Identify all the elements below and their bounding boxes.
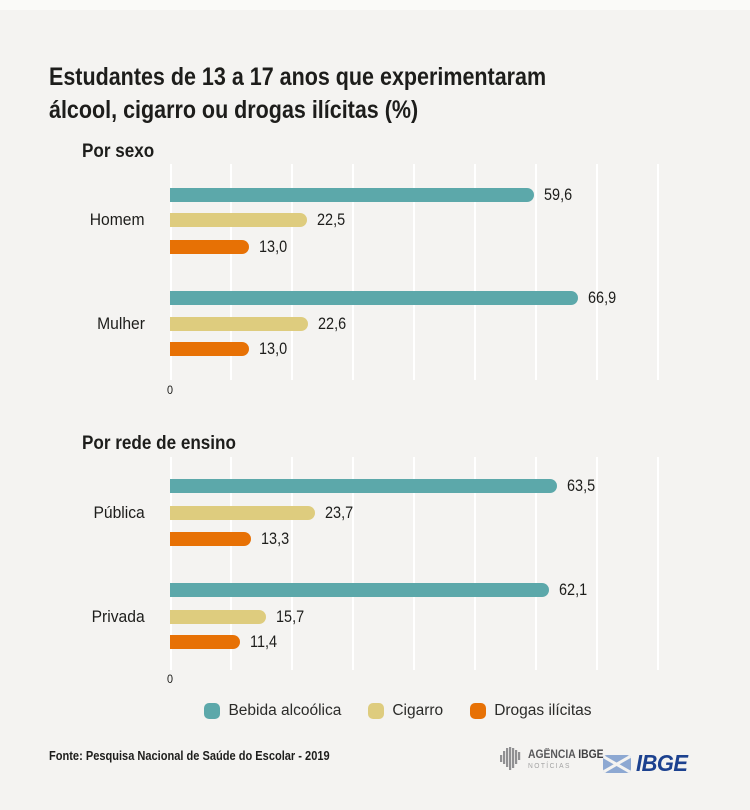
bar-bebida-alcoolica-privada xyxy=(170,583,549,597)
page-title-line2: álcool, cigarro ou drogas ilícitas (%) xyxy=(49,95,419,124)
gridline xyxy=(535,457,537,670)
legend-label: Bebida alcoólica xyxy=(228,702,342,719)
bar-drogas-ilicitas-homem xyxy=(170,240,249,254)
page-title-line1: Estudantes de 13 a 17 anos que experimen… xyxy=(49,62,547,91)
agencia-ibge-noticias-logo: AGÊNCIA IBGE NOTÍCIAS xyxy=(500,745,612,773)
gridline xyxy=(352,164,354,380)
value-label-drogas-ilicitas-publica: 13,3 xyxy=(261,529,290,548)
legend-item-drogas-ilicitas: Drogas ilícitas xyxy=(470,702,592,720)
gridline xyxy=(596,457,598,670)
gridline xyxy=(657,457,659,670)
axis-zero-label: 0 xyxy=(166,383,174,397)
value-label-bebida-alcoolica-mulher: 66,9 xyxy=(588,288,617,307)
gridline xyxy=(291,457,293,670)
value-label-drogas-ilicitas-privada: 11,4 xyxy=(250,632,278,651)
teal-swatch xyxy=(204,703,221,719)
gridline xyxy=(170,457,172,670)
value-label-bebida-alcoolica-privada: 62,1 xyxy=(559,580,588,599)
chart-legend: Bebida alcoólica Cigarro Drogas ilícitas xyxy=(48,701,748,721)
bar-drogas-ilicitas-privada xyxy=(170,635,240,649)
gridline xyxy=(230,164,232,380)
category-label-mulher: Mulher xyxy=(97,314,145,333)
source-note: Fonte: Pesquisa Nacional de Saúde do Esc… xyxy=(49,748,330,763)
ibge-wordmark: IBGE xyxy=(636,750,688,776)
bar-drogas-ilicitas-publica xyxy=(170,532,251,546)
legend-label: Drogas ilícitas xyxy=(494,702,592,719)
gridline xyxy=(413,457,415,670)
agencia-word: AGÊNCIA xyxy=(528,749,579,761)
agencia-ibge-wordmark: AGÊNCIA IBGE NOTÍCIAS xyxy=(528,749,612,770)
gridline xyxy=(474,164,476,380)
ibge-logo: IBGE xyxy=(603,750,690,777)
bar-drogas-ilicitas-mulher xyxy=(170,342,249,356)
gridline xyxy=(291,164,293,380)
gridline xyxy=(352,457,354,670)
page-title: Estudantes de 13 a 17 anos que experimen… xyxy=(49,61,599,127)
section-title-por-sexo: Por sexo xyxy=(82,140,155,162)
category-label-publica: Pública xyxy=(93,503,145,522)
orange-swatch xyxy=(470,703,487,719)
gridline xyxy=(170,164,172,380)
category-label-privada: Privada xyxy=(91,607,145,626)
bar-bebida-alcoolica-mulher xyxy=(170,291,578,305)
axis-zero-label: 0 xyxy=(166,672,174,686)
gridline xyxy=(535,164,537,380)
bar-cigarro-publica xyxy=(170,506,315,520)
bar-bebida-alcoolica-homem xyxy=(170,188,534,202)
bar-cigarro-homem xyxy=(170,213,307,227)
value-label-drogas-ilicitas-mulher: 13,0 xyxy=(259,339,288,358)
legend-label: Cigarro xyxy=(392,702,444,719)
legend-item-bebida-alcoolica: Bebida alcoólica xyxy=(204,702,341,720)
bar-cigarro-privada xyxy=(170,610,266,624)
gridline xyxy=(413,164,415,380)
value-label-bebida-alcoolica-publica: 63,5 xyxy=(567,476,596,495)
value-label-cigarro-homem: 22,5 xyxy=(317,210,346,229)
noticias-subtitle: NOTÍCIAS xyxy=(528,763,571,770)
gridline xyxy=(474,457,476,670)
bar-cigarro-mulher xyxy=(170,317,308,331)
ibge-word: IBGE xyxy=(578,749,604,761)
value-label-drogas-ilicitas-homem: 13,0 xyxy=(259,237,288,256)
value-label-cigarro-mulher: 22,6 xyxy=(318,314,347,333)
tan-swatch xyxy=(368,703,385,719)
brazil-map-bars-icon xyxy=(500,747,521,770)
value-label-bebida-alcoolica-homem: 59,6 xyxy=(544,185,573,204)
gridline xyxy=(657,164,659,380)
category-label-homem: Homem xyxy=(90,210,145,229)
gridline xyxy=(596,164,598,380)
section-title-por-rede-de-ensino: Por rede de ensino xyxy=(82,432,236,454)
agencia-ibge-name: AGÊNCIA IBGE xyxy=(528,749,604,761)
gridline xyxy=(230,457,232,670)
bar-bebida-alcoolica-publica xyxy=(170,479,557,493)
legend-item-cigarro: Cigarro xyxy=(368,702,443,720)
ibge-pinwheel-icon xyxy=(603,754,631,773)
top-border-strip xyxy=(0,0,750,10)
value-label-cigarro-publica: 23,7 xyxy=(325,503,354,522)
value-label-cigarro-privada: 15,7 xyxy=(276,607,305,626)
